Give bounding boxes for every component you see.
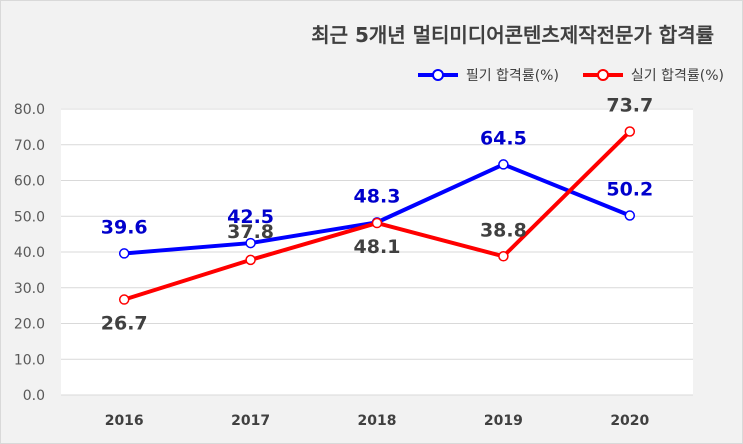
y-tick-label: 70.0 — [14, 138, 45, 154]
data-label: 39.6 — [101, 216, 148, 238]
data-label: 64.5 — [480, 127, 527, 149]
legend-label-written: 필기 합격률(%) — [465, 68, 559, 84]
y-tick-label: 10.0 — [14, 352, 45, 368]
y-tick-label: 0.0 — [23, 388, 45, 404]
data-label: 38.8 — [480, 219, 527, 241]
data-point — [371, 217, 383, 229]
data-point — [624, 210, 636, 221]
legend-marker-written — [417, 69, 458, 81]
data-point — [118, 248, 130, 259]
x-tick-label: 2019 — [484, 413, 523, 429]
data-label: 37.8 — [227, 221, 274, 243]
data-point — [245, 254, 256, 266]
x-tick-label: 2017 — [231, 413, 270, 429]
chart-title: 최근 5개년 멀티미디어콘텐츠제작전문가 합격률 — [311, 23, 714, 47]
data-label: 26.7 — [101, 313, 148, 335]
x-tick-label: 2020 — [610, 413, 649, 429]
y-tick-label: 50.0 — [14, 209, 45, 225]
data-point — [118, 294, 130, 305]
x-axis-ticks: 2016 2017 2018 2019 2020 — [105, 413, 650, 429]
legend-item-written: 필기 합격률(%) — [416, 65, 559, 85]
data-label: 42.5 — [227, 206, 274, 228]
data-point — [498, 251, 509, 262]
y-tick-label: 20.0 — [14, 317, 45, 333]
data-label: 48.3 — [354, 185, 401, 207]
legend-label-practical: 실기 합격률(%) — [630, 68, 724, 84]
data-label: 73.7 — [606, 95, 653, 117]
gridlines — [61, 108, 693, 396]
data-labels: 39.6 42.5 48.3 64.5 50.2 26.7 37.8 48.1 38.8 73.7 — [101, 95, 653, 335]
y-tick-label: 60.0 — [14, 174, 45, 190]
legend-marker-practical — [582, 69, 623, 81]
y-tick-label: 30.0 — [14, 281, 45, 297]
data-point — [498, 159, 509, 170]
data-label: 50.2 — [606, 179, 653, 201]
y-tick-label: 40.0 — [14, 245, 45, 261]
data-label: 48.1 — [354, 236, 401, 258]
legend: 필기 합격률(%) 실기 합격률(%) — [416, 65, 724, 85]
x-tick-label: 2018 — [358, 413, 397, 429]
data-point — [624, 126, 636, 137]
y-tick-label: 80.0 — [14, 102, 45, 118]
legend-item-practical: 실기 합격률(%) — [581, 65, 724, 85]
y-axis-ticks: 0.0 10.0 20.0 30.0 40.0 50.0 60.0 70.0 80.0 — [14, 102, 45, 404]
x-tick-label: 2016 — [105, 413, 144, 429]
series-group — [118, 126, 636, 305]
data-point — [245, 237, 256, 249]
